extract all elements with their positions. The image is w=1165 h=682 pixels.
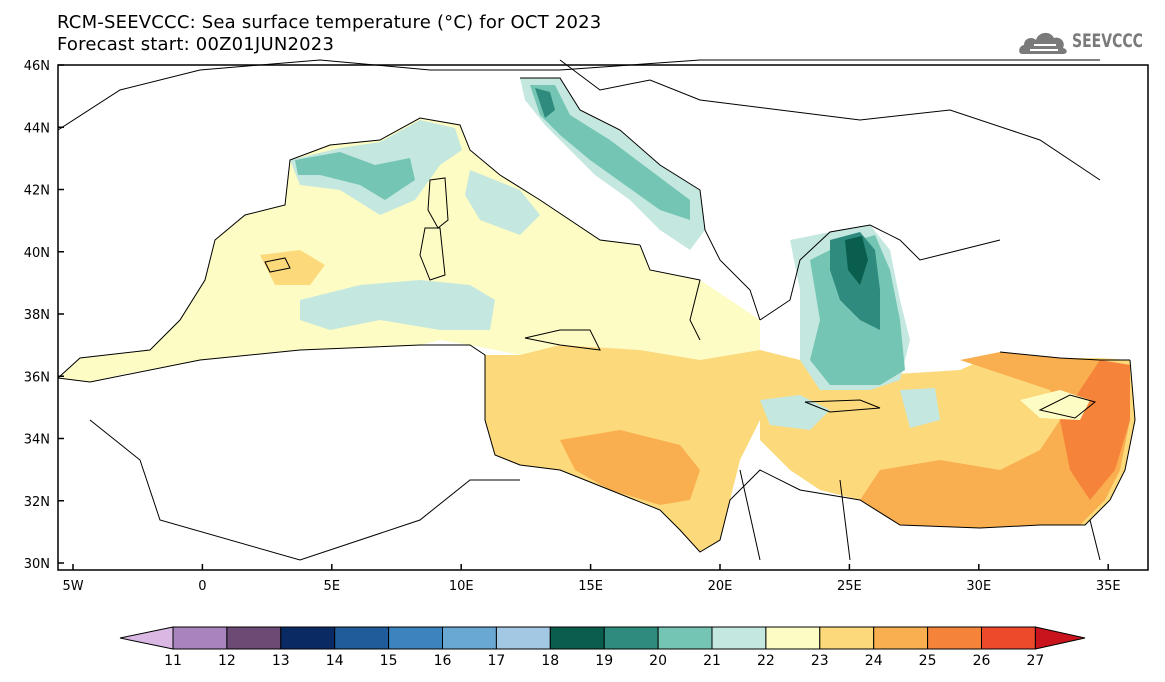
lon-label: 15E <box>578 579 603 594</box>
logo-text: SEEVCCC <box>1072 30 1143 52</box>
lon-label: 35E <box>1096 579 1121 594</box>
lon-label: 5W <box>62 579 83 594</box>
lat-label: 44N <box>24 121 50 136</box>
lon-label: 25E <box>837 579 862 594</box>
lat-label: 40N <box>24 246 50 261</box>
lat-label: 38N <box>24 308 50 323</box>
lat-label: 42N <box>24 184 50 199</box>
colorbar-label: 21 <box>703 653 721 669</box>
colorbar-swatch <box>657 626 713 650</box>
longitude-axis: 5W 0 5E 10E 15E 20E 25E 30E 35E <box>62 564 1121 594</box>
colorbar-swatch <box>981 626 1036 650</box>
lon-label: 10E <box>449 579 474 594</box>
colorbar-label: 20 <box>649 653 667 669</box>
lat-label: 32N <box>24 495 50 510</box>
lon-label: 0 <box>198 579 206 594</box>
colorbar-swatch <box>442 626 497 650</box>
colorbar-swatch <box>495 626 551 650</box>
colorbar-label: 23 <box>811 653 829 669</box>
colorbar-swatch <box>765 626 821 650</box>
latitude-axis: 46N 44N 42N 40N 38N 36N 34N 32N 30N <box>24 59 64 572</box>
colorbar-label: 24 <box>865 653 883 669</box>
colorbar-swatch <box>280 626 336 650</box>
colorbar-swatch <box>334 626 390 650</box>
sst-balearic-24 <box>260 250 325 285</box>
sst-west-med <box>58 118 760 382</box>
sst-crete-22 <box>760 395 830 430</box>
sst-adriatic-19 <box>535 88 555 118</box>
lat-label: 30N <box>24 557 50 572</box>
sst-tyrrhenian-22 <box>465 170 540 235</box>
colorbar-swatch <box>172 626 228 650</box>
sst-cyprus-23 <box>1020 390 1090 420</box>
colorbar-arrow-right <box>1034 626 1086 650</box>
colorbar-label: 25 <box>919 653 937 669</box>
lon-label: 5E <box>324 579 341 594</box>
colorbar-swatch <box>388 626 444 650</box>
colorbar-label: 15 <box>380 653 398 669</box>
sst-ligurian-20 <box>295 152 415 200</box>
coastlines <box>57 59 1136 561</box>
sst-aegean-19 <box>830 232 880 330</box>
colorbar-label: 22 <box>757 653 775 669</box>
colorbar-label: 17 <box>487 653 505 669</box>
colorbar-swatch <box>711 626 767 650</box>
lon-label: 20E <box>708 579 733 594</box>
sst-levant-26 <box>1060 360 1130 500</box>
lat-label: 34N <box>24 433 50 448</box>
colorbar-label: 14 <box>326 653 344 669</box>
colorbar-label: 12 <box>218 653 236 669</box>
colorbar-swatch <box>603 626 659 650</box>
sst-aegean-18 <box>845 236 868 285</box>
lat-label: 36N <box>24 370 50 385</box>
sst-sidra-25 <box>560 430 700 505</box>
colorbar-arrow-left <box>119 626 174 650</box>
colorbar: 11 12 13 14 15 16 17 18 19 20 21 22 23 24 25 26 27 <box>119 626 1086 669</box>
colorbar-label: 13 <box>272 653 290 669</box>
chart-title: RCM-SEEVCCC: Sea surface temperature (°C… <box>57 12 602 33</box>
lat-label: 46N <box>24 59 50 74</box>
colorbar-label: 27 <box>1026 653 1044 669</box>
colorbar-label: 11 <box>164 653 182 669</box>
colorbar-label: 16 <box>434 653 452 669</box>
colorbar-label: 26 <box>973 653 991 669</box>
lon-label: 30E <box>966 579 991 594</box>
sst-field <box>58 78 1135 552</box>
map-frame <box>57 64 1149 571</box>
colorbar-swatch <box>927 626 982 650</box>
colorbar-swatch <box>549 626 605 650</box>
colorbar-swatch <box>819 626 875 650</box>
sst-adriatic-20 <box>530 85 690 220</box>
colorbar-label: 18 <box>541 653 559 669</box>
seevccc-cloud-logo-icon <box>1019 32 1067 54</box>
colorbar-swatch <box>226 626 282 650</box>
colorbar-label: 19 <box>595 653 613 669</box>
sst-balearic-22 <box>300 280 495 330</box>
chart-subtitle: Forecast start: 00Z01JUN2023 <box>57 34 335 55</box>
colorbar-swatch <box>873 626 929 650</box>
sst-rhodes-22 <box>900 388 940 428</box>
